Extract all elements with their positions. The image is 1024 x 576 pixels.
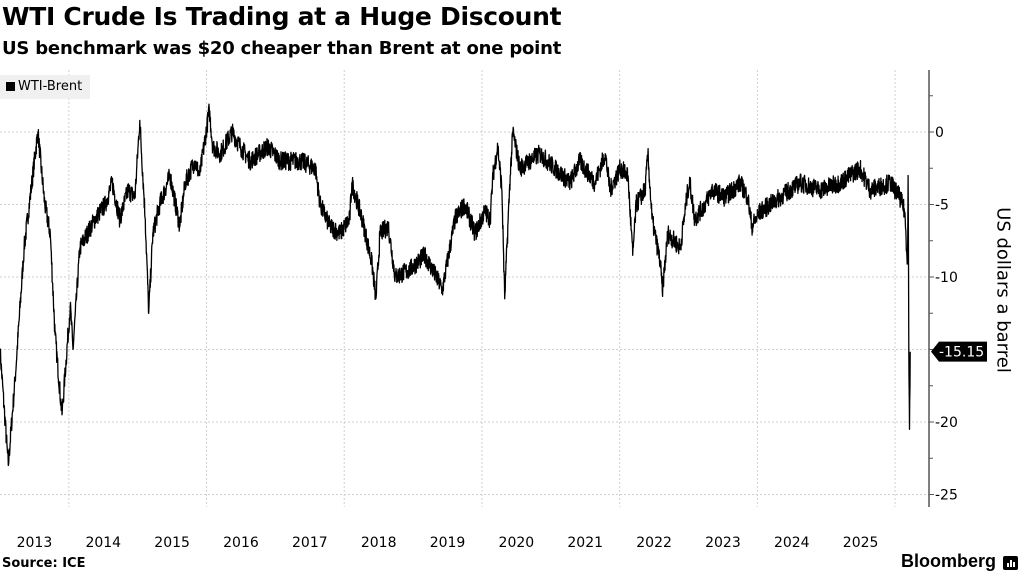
x-axis: 2013 2014 2015 2016 2017 2018 2019 2020 2021 2022… [17, 535, 879, 551]
x-tick-label: 2014 [85, 535, 121, 551]
x-tick-label: 2021 [567, 535, 603, 551]
y-axis: 0 -5 -10 -20 -25 -15.15 [928, 70, 987, 507]
x-tick-label: 2016 [223, 535, 259, 551]
x-tick-label: 2022 [636, 535, 672, 551]
x-tick-label: 2025 [843, 535, 879, 551]
y-tick-label: -20 [935, 415, 958, 431]
chart-subtitle: US benchmark was $20 cheaper than Brent … [2, 38, 562, 59]
series-wti-brent [0, 103, 911, 467]
x-tick-label: 2015 [154, 535, 190, 551]
y-tick-label: -5 [935, 198, 949, 214]
last-value-label: -15.15 [939, 345, 984, 361]
series-line [0, 103, 911, 467]
x-tick-label: 2017 [292, 535, 328, 551]
y-tick-label: -10 [935, 270, 958, 286]
y-tick-label: 0 [935, 125, 944, 141]
y-tick-label: -25 [935, 488, 958, 504]
legend-label: WTI-Brent [18, 79, 83, 94]
x-tick-label: 2013 [17, 535, 53, 551]
x-tick-label: 2024 [774, 535, 810, 551]
chart-title: WTI Crude Is Trading at a Huge Discount [2, 2, 562, 31]
legend: WTI-Brent [0, 75, 91, 99]
x-tick-label: 2019 [430, 535, 466, 551]
x-tick-label: 2018 [361, 535, 397, 551]
last-value-badge [931, 341, 987, 362]
x-tick-label: 2023 [705, 535, 741, 551]
bloomberg-chart-icon [1003, 556, 1018, 570]
bloomberg-logo: Bloomberg [900, 551, 996, 571]
source-note: Source: ICE [2, 556, 86, 571]
x-tick-label: 2020 [499, 535, 535, 551]
legend-swatch [6, 82, 15, 91]
y-axis-label: US dollars a barrel [992, 207, 1014, 373]
